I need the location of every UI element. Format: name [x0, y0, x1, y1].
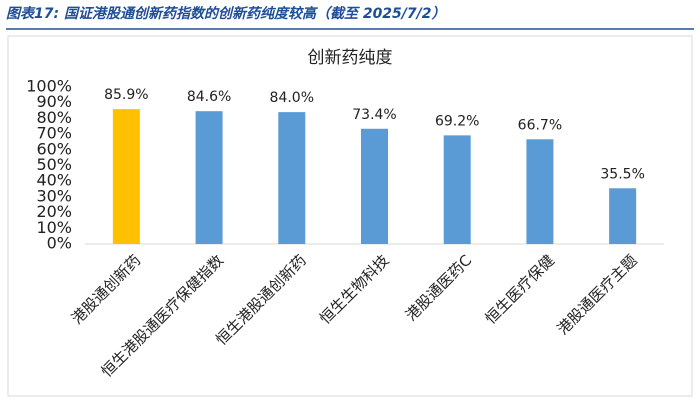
- bar: [112, 109, 140, 245]
- bar: [443, 135, 471, 244]
- value-label: 84.6%: [187, 89, 231, 105]
- value-label: 73.4%: [352, 107, 396, 123]
- y-tick-label: 80%: [36, 108, 72, 127]
- y-tick-label: 70%: [36, 124, 72, 143]
- value-label: 84.0%: [270, 90, 314, 106]
- y-tick-label: 90%: [36, 92, 72, 111]
- value-label: 85.9%: [104, 87, 148, 103]
- x-tick-label: 港股通创新药: [68, 251, 144, 327]
- y-tick-label: 30%: [36, 186, 72, 205]
- y-tick-label: 10%: [36, 218, 72, 237]
- x-tick-label: 恒生港股通创新药: [212, 251, 310, 349]
- value-label: 69.2%: [435, 113, 479, 129]
- x-tick-label: 恒生医疗保健: [482, 251, 558, 327]
- value-label: 35.5%: [600, 166, 644, 182]
- bar: [609, 188, 637, 244]
- x-tick-label: 港股通医疗主题: [554, 251, 641, 338]
- bar: [278, 112, 306, 245]
- x-tick-label: 港股通医药C: [402, 251, 475, 324]
- y-tick-label: 20%: [36, 202, 72, 221]
- bar: [526, 139, 554, 244]
- chart-frame: [7, 35, 693, 397]
- figure-caption: 图表17: 国证港股通创新药指数的创新药纯度较高（截至 2025/7/2）: [6, 5, 446, 22]
- x-tick-label: 恒生生物科技: [316, 251, 392, 327]
- y-tick-label: 60%: [36, 139, 72, 158]
- chart-title: 创新药纯度: [308, 48, 393, 68]
- value-label: 66.7%: [518, 117, 562, 133]
- y-tick-label: 100%: [26, 77, 72, 96]
- y-tick-label: 0%: [47, 234, 72, 253]
- bar: [195, 111, 223, 244]
- y-tick-label: 50%: [36, 155, 72, 174]
- bar: [361, 128, 388, 244]
- y-tick-label: 40%: [36, 171, 72, 190]
